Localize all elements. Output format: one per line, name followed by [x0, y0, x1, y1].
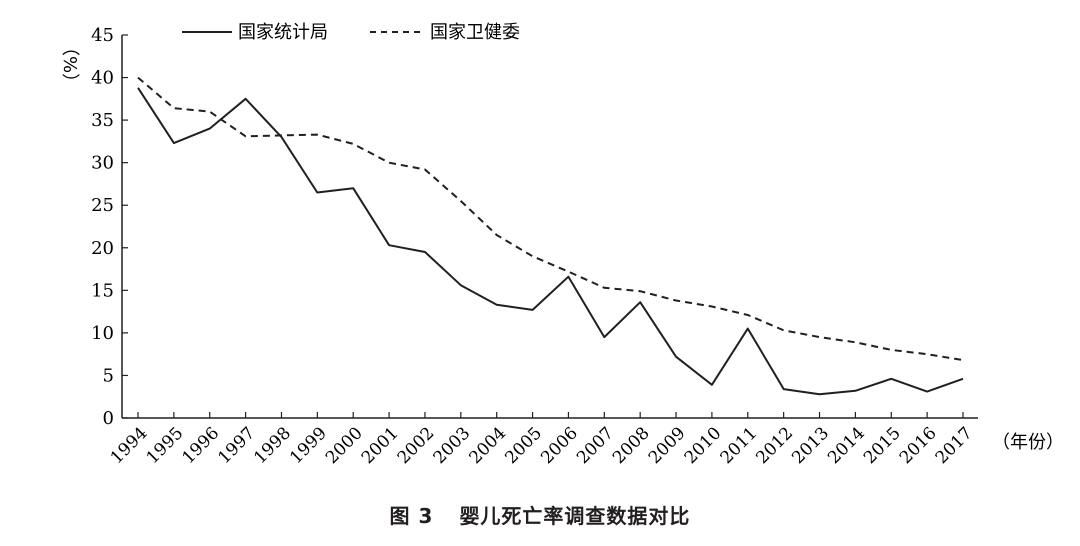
y-axis-unit-label: （%） — [59, 38, 80, 91]
x-tick-label: 2002 — [394, 423, 439, 468]
chart-legend: 国家统计局 国家卫健委 — [182, 22, 520, 43]
figure-title: 婴儿死亡率调查数据对比 — [459, 504, 691, 528]
x-tick-label: 2007 — [573, 423, 618, 468]
x-axis-tick-labels: 1994199519961997199819992000200120022003… — [107, 423, 977, 468]
y-tick-label: 5 — [103, 365, 114, 386]
figure-number: 图 3 — [389, 504, 434, 528]
x-tick-label: 2004 — [465, 423, 510, 468]
x-tick-label: 2011 — [717, 423, 762, 468]
figure-caption: 图 3 婴儿死亡率调查数据对比 — [0, 500, 1080, 529]
y-tick-label: 25 — [91, 195, 114, 216]
chart-series-lines — [137, 76, 964, 396]
x-tick-label: 2000 — [322, 423, 367, 468]
x-tick-label: 1998 — [250, 423, 295, 468]
x-tick-label: 1997 — [214, 423, 259, 468]
y-tick-label: 10 — [91, 323, 114, 344]
y-tick-label: 35 — [91, 110, 114, 131]
x-tick-label: 1994 — [107, 423, 152, 468]
x-tick-label: 2014 — [824, 423, 869, 468]
legend-label-series-1: 国家统计局 — [238, 22, 328, 43]
y-tick-label: 45 — [91, 25, 114, 46]
x-axis-unit-label: （年份） — [992, 432, 1064, 453]
y-axis-tick-labels: 0 5 10 15 20 25 30 35 40 45 — [91, 25, 114, 429]
x-tick-label: 1999 — [286, 423, 331, 468]
x-tick-label: 2006 — [537, 423, 582, 468]
x-tick-label: 2015 — [860, 423, 905, 468]
chart-area: 0 5 10 15 20 25 30 35 40 45 199419951996199719981… — [59, 22, 1064, 468]
x-tick-label: 2005 — [501, 423, 546, 468]
x-tick-label: 2008 — [609, 423, 654, 468]
legend-label-series-2: 国家卫健委 — [430, 22, 520, 43]
series-line-2 — [137, 76, 964, 362]
x-tick-label: 2017 — [932, 423, 977, 468]
x-tick-label: 2003 — [430, 423, 475, 468]
x-tick-label: 1995 — [143, 423, 188, 468]
x-tick-label: 1996 — [179, 423, 224, 468]
x-tick-label: 2016 — [896, 423, 941, 468]
y-tick-label: 40 — [91, 68, 114, 89]
y-tick-label: 0 — [103, 408, 114, 429]
series-line-1 — [137, 87, 964, 396]
x-tick-label: 2009 — [645, 423, 690, 468]
x-tick-label: 2010 — [681, 423, 726, 468]
x-tick-label: 2001 — [358, 423, 403, 468]
y-tick-label: 30 — [91, 153, 114, 174]
y-tick-label: 20 — [91, 238, 114, 259]
y-tick-label: 15 — [91, 280, 114, 301]
x-tick-label: 2012 — [752, 423, 797, 468]
x-tick-label: 2013 — [788, 423, 833, 468]
chart-axes — [121, 34, 978, 419]
